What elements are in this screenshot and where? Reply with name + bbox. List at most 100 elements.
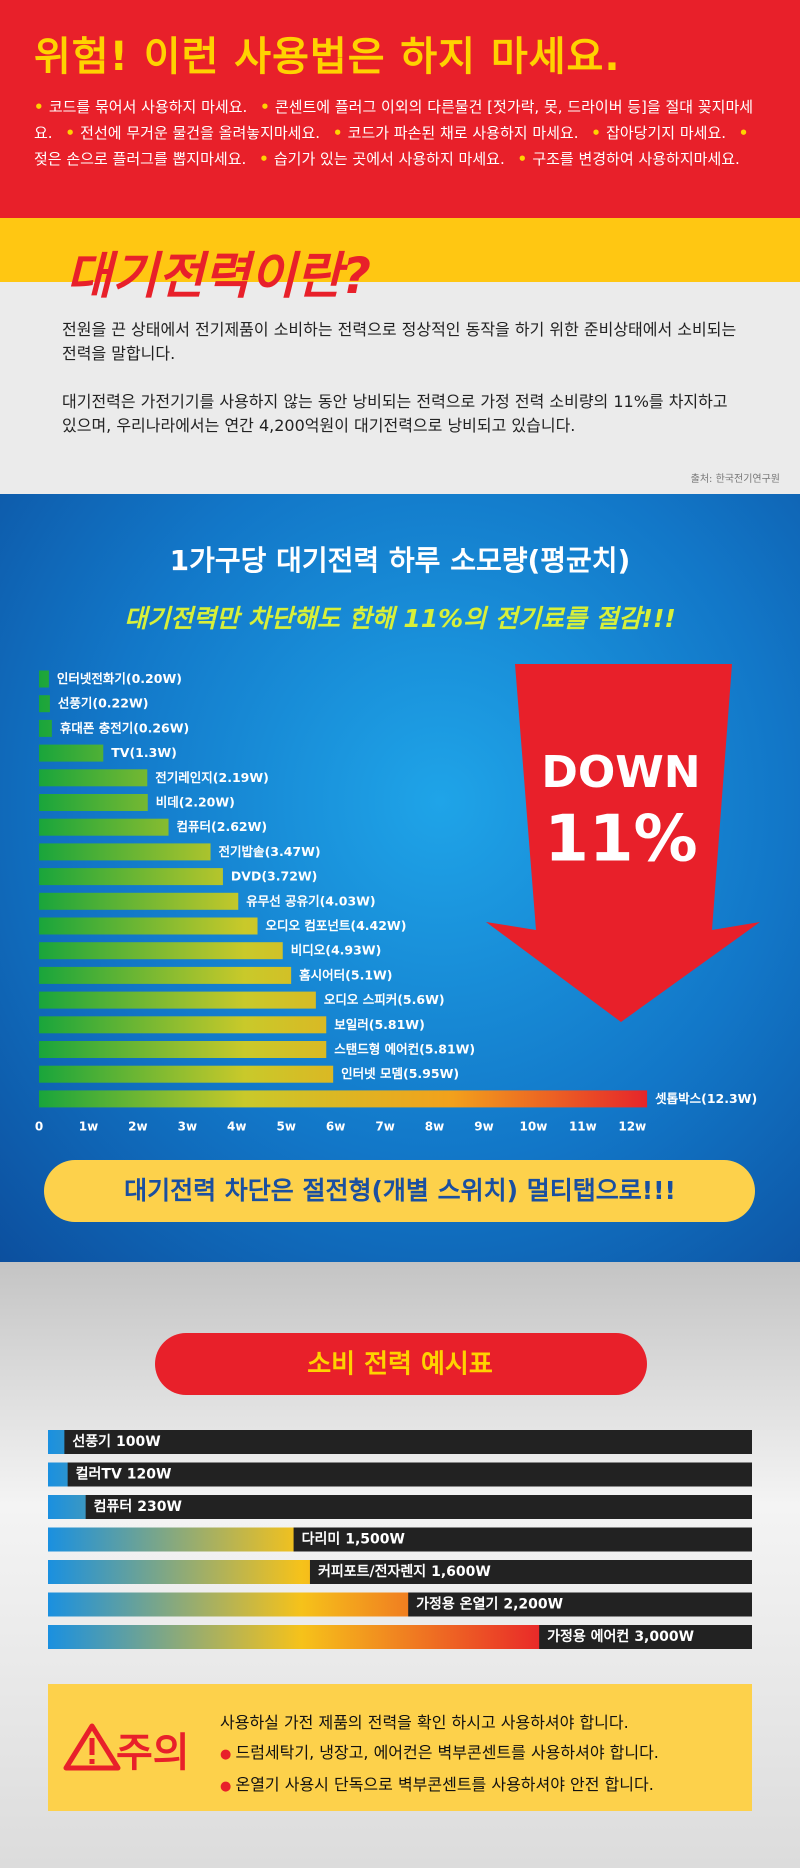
value-label: (2.62W) [211,819,267,834]
bar-label: 컬러TV 120W [76,1467,172,1483]
value-label: (5.81W) [369,1016,425,1031]
caution-box: 주의 사용하실 가전 제품의 전력을 확인 하시고 사용하셔야 합니다. 드럼세… [48,1684,752,1811]
value-label: 1,500W [345,1532,405,1548]
warning-item: 구조를 변경하여 사용하지마세요. [518,150,740,168]
bar [48,1430,65,1454]
category-label: 셋톱박스 [655,1090,702,1105]
category-label: 유무선 공유기 [246,893,319,908]
value-label: 1,600W [431,1564,491,1580]
category-label: 가정용 에어컨 [547,1628,629,1645]
bar [39,1065,334,1083]
standby-section [0,282,800,494]
bar [48,1527,294,1552]
value-label: 120W [127,1467,172,1483]
bar [39,892,239,910]
bar-label: 인터넷전화기(0.20W) [57,671,182,686]
paragraph: 전원을 끈 상태에서 전기제품이 소비하는 전력으로 정상적인 동작을 하기 위… [62,320,737,363]
category-label: 인터넷 모뎀 [341,1066,403,1081]
bar [48,1495,86,1519]
category-label: 커피포트/전자렌지 [318,1563,426,1580]
bar-label: 전기밥솥(3.47W) [219,843,321,858]
x-tick-label: 4w [227,1120,246,1134]
caution-label: 주의 [116,1730,190,1776]
category-label: 가정용 온열기 [416,1596,498,1613]
warning-title: 위험! 이런 사용법은 하지 마세요. [34,34,621,80]
bar [39,1041,327,1058]
bar-label: 홈시어터(5.1W) [299,967,392,982]
banner-pill [44,1160,755,1222]
x-tick-label: 2w [128,1120,147,1134]
value-label: (4.03W) [320,893,376,908]
warning-item: 코드가 파손된 채로 사용하지 마세요. [333,124,579,142]
category-label: TV [111,745,130,760]
value-label: (5.95W) [403,1066,459,1081]
value-label: (12.3W) [701,1090,757,1105]
category-label: 전기밥솥 [219,843,266,858]
value-label: 230W [137,1499,182,1515]
bar-label: 선풍기 100W [72,1434,160,1450]
x-tick-label: 10w [520,1120,548,1134]
bar-label: 가정용 에어컨 3,000W [547,1628,694,1645]
warning-item: 습기가 있는 곳에서 사용하지 마세요. [259,150,505,168]
bar-label: 셋톱박스(12.3W) [655,1090,757,1105]
bar [39,670,49,688]
bar [48,1462,68,1487]
value-label: (3.47W) [265,843,321,858]
bar-label: 컴퓨터(2.62W) [177,819,268,834]
bar-label: 오디오 컴포넌트(4.42W) [266,918,407,933]
bar [39,917,258,935]
title-pill [155,1333,647,1395]
down-arrow [486,664,760,1022]
bar-label: TV(1.3W) [111,745,177,760]
standby-body: 전원을 끈 상태에서 전기제품이 소비하는 전력으로 정상적인 동작을 하기 위… [62,318,742,462]
x-tick-label: 5w [276,1120,295,1134]
bar-label: 선풍기(0.22W) [58,695,149,710]
category-label: 선풍기 [58,695,93,710]
category-label: 홈시어터 [299,967,345,982]
annotation: DOWN [541,747,700,798]
bar-label: 보일러(5.81W) [334,1016,425,1031]
x-tick-label: 12w [618,1120,646,1134]
bar [39,818,169,836]
warning-section: 위험! 이런 사용법은 하지 마세요. 코드를 묶어서 사용하지 마세요. 콘센… [0,0,800,218]
x-tick-label: 9w [474,1120,493,1134]
bar-label: 스탠드형 에어컨(5.81W) [334,1041,475,1056]
value-label: (3.72W) [261,868,317,883]
bar-label: 유무선 공유기(4.03W) [246,893,375,908]
category-label: 비디오 [291,942,326,957]
bar [39,843,211,861]
warning-item: 코드를 묶어서 사용하지 마세요. [34,98,247,116]
bar-label: 컴퓨터 230W [94,1499,182,1515]
chart-title: 1가구당 대기전력 하루 소모량(평균치) [170,544,631,577]
category-label: 인터넷전화기 [57,671,126,686]
value-label: (4.42W) [350,918,406,933]
charts: DOWN 11% 대기전력 차단은 절전형(개별 스위치) 멀티탭으로!!! 1… [39,544,760,1649]
value-label: (0.22W) [92,695,148,710]
warning-item: 잡아당기지 마세요. [591,124,726,142]
x-tick-label: 11w [569,1120,597,1134]
yellow-band [0,218,800,282]
caution-line: 사용하실 가전 제품의 전력을 확인 하시고 사용하셔야 합니다. [220,1713,629,1732]
value-label: (2.19W) [213,769,269,784]
bar [48,1592,409,1617]
chart-subtitle: 대기전력만 차단해도 한해 11%의 전기료를 절감!!! [124,604,676,633]
category-label: 다리미 [302,1532,341,1548]
bar-label: 다리미 1,500W [302,1532,405,1548]
annotation: 11% [544,803,697,877]
value-label: (5.1W) [345,967,392,982]
bar [39,966,292,984]
bar-label: 휴대폰 충전기(0.26W) [60,720,189,735]
category-label: 비데 [156,794,179,809]
category-label: 휴대폰 충전기 [60,720,133,735]
category-label: 오디오 컴포넌트 [266,918,351,933]
bar-track [48,1495,752,1519]
bar [39,769,148,787]
standby-title: 대기전력이란? [66,247,372,305]
bar-track [48,1462,752,1487]
category-label: 전기레인지 [155,769,213,784]
x-tick-label: 8w [425,1120,444,1134]
value-label: (5.81W) [419,1041,475,1056]
value-label: 2,200W [503,1597,563,1613]
category-label: 보일러 [334,1016,369,1031]
category-label: 컬러TV [76,1467,122,1483]
